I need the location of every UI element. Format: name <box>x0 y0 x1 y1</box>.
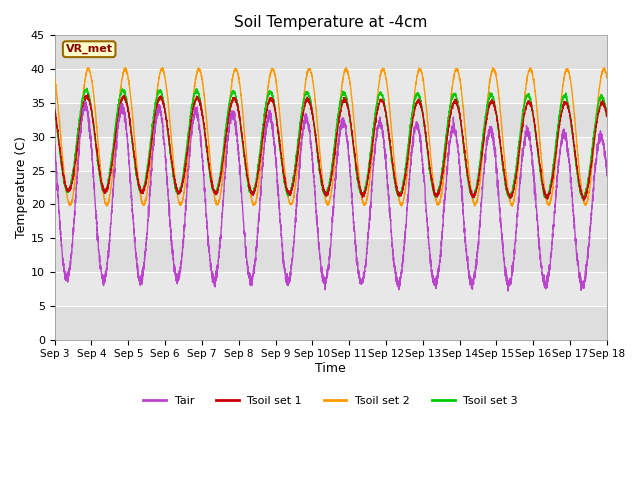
Bar <box>54 170 607 204</box>
X-axis label: Time: Time <box>316 362 346 375</box>
Bar <box>54 306 607 340</box>
Text: VR_met: VR_met <box>66 44 113 54</box>
Legend: Tair, Tsoil set 1, Tsoil set 2, Tsoil set 3: Tair, Tsoil set 1, Tsoil set 2, Tsoil se… <box>139 391 522 410</box>
Bar <box>54 272 607 306</box>
Bar <box>54 204 607 238</box>
Bar <box>54 69 607 103</box>
Bar <box>54 137 607 170</box>
Bar <box>54 36 607 69</box>
Bar <box>54 238 607 272</box>
Title: Soil Temperature at -4cm: Soil Temperature at -4cm <box>234 15 428 30</box>
Y-axis label: Temperature (C): Temperature (C) <box>15 137 28 239</box>
Bar <box>54 103 607 137</box>
